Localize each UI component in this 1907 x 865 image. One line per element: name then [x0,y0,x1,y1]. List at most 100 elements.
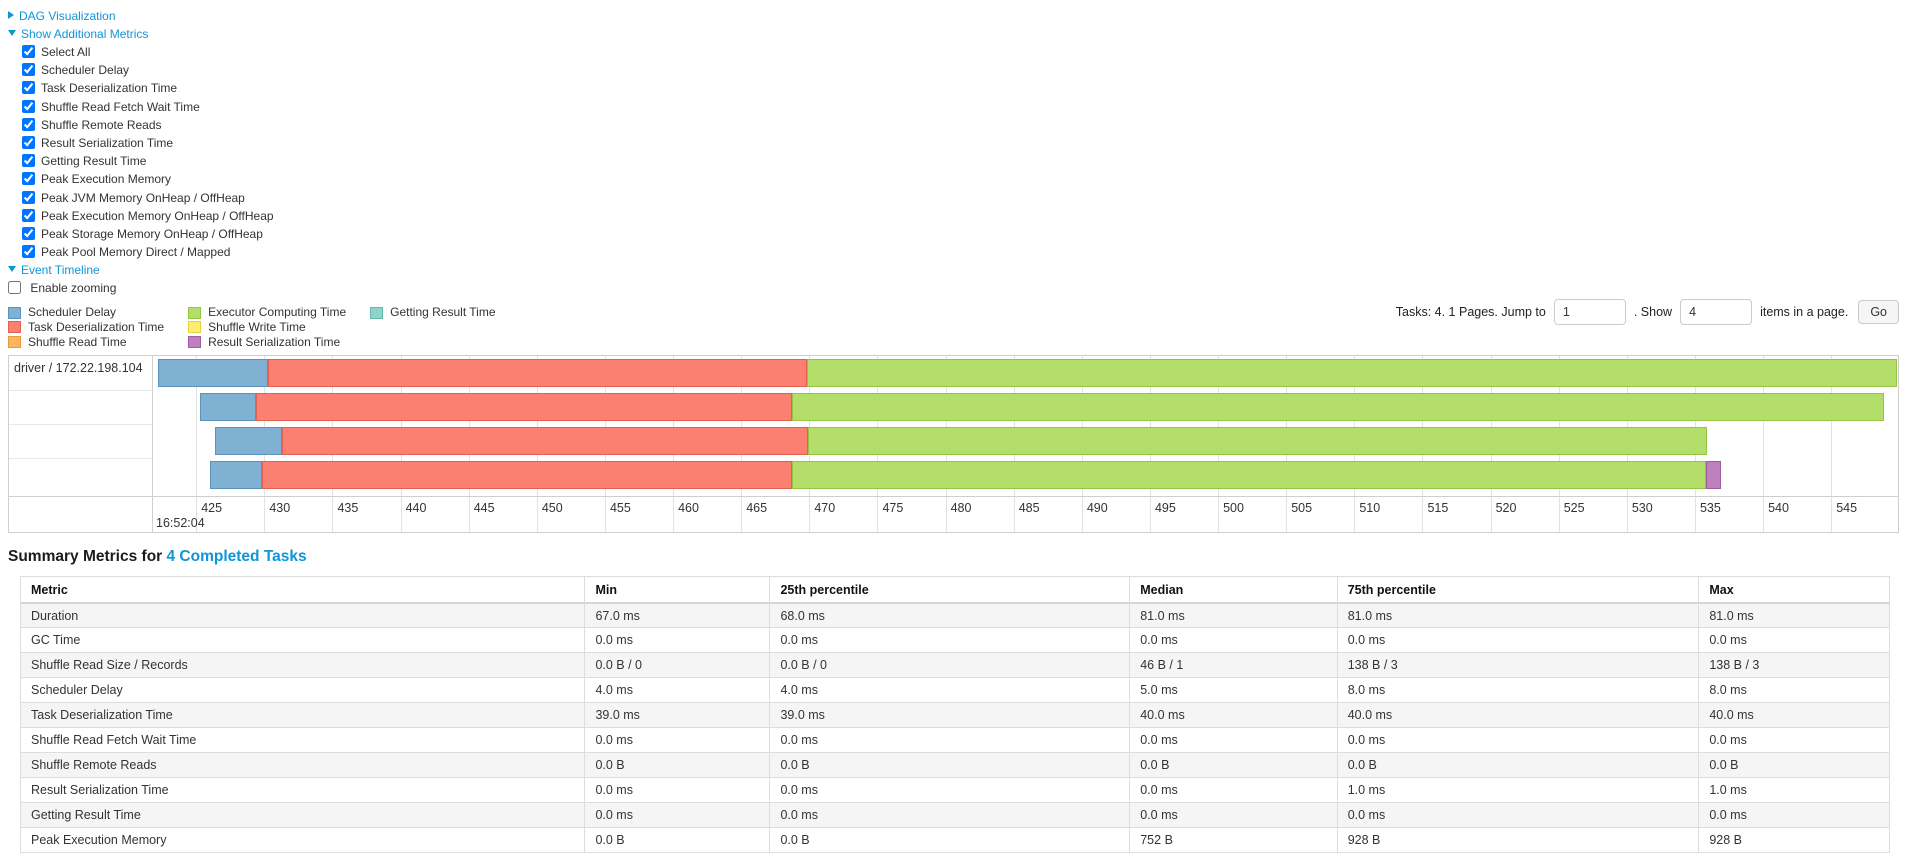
metric-checkbox-label: Peak Storage Memory OnHeap / OffHeap [41,227,263,242]
task-bar[interactable] [154,393,1898,422]
legend-item: Executor Computing Time [188,305,346,320]
toggle-dag-label: DAG Visualization [19,9,116,23]
metric-checkbox-item: Peak Storage Memory OnHeap / OffHeap [22,225,1899,243]
summary-metrics-title: Summary Metrics for 4 Completed Tasks [8,548,1899,566]
toggle-event-timeline-label: Event Timeline [21,263,100,278]
task-bar[interactable] [154,359,1898,388]
toggle-additional-metrics[interactable]: Show Additional Metrics [8,25,1899,43]
metric-checkbox-label: Peak Pool Memory Direct / Mapped [41,245,231,260]
toggle-event-timeline[interactable]: Event Timeline [8,261,1899,279]
metric-checkbox[interactable] [22,154,35,168]
metric-name-cell: Result Serialization Time [19,777,586,804]
legend-column: Scheduler Delay Task Deserialization Time… [8,305,164,349]
metric-name-cell: Scheduler Delay [19,677,586,704]
axis-tick-label: 520 [1495,501,1517,516]
metric-checkbox[interactable] [22,81,35,95]
axis-tick-label: 430 [269,501,291,516]
metric-checkbox-item: Getting Result Time [22,152,1899,170]
metric-checkbox[interactable] [22,227,35,241]
result-serialization-segment[interactable] [1705,461,1721,490]
event-timeline-chart[interactable]: driver / 172.22.198.104 425 16:52:04 430 43… [8,355,1899,534]
table-row: Task Deserialization Time 39.0 ms 39.0 ms 4… [19,702,1890,729]
scheduler-delay-swatch-icon [8,306,21,319]
task-bar[interactable] [154,427,1898,456]
table-row: Duration 67.0 ms 68.0 ms 81.0 ms 81.0 ms 81.0… [19,602,1890,629]
group-row-divider [9,424,152,426]
column-header[interactable]: 25th percentile [769,576,1131,604]
axis-gridline [1763,356,1765,533]
axis-tick-label: 515 [1427,501,1449,516]
task-deserialization-segment[interactable] [268,359,807,388]
metric-checkbox[interactable] [22,208,35,222]
metric-value-cell: 4.0 ms [584,677,771,704]
axis-tick-label: 435 [337,501,359,516]
metric-checkbox[interactable] [22,136,35,150]
executor-computing-segment[interactable] [791,393,1885,422]
metric-checkbox[interactable] [22,45,35,58]
metric-checkbox-label: Task Deserialization Time [41,81,178,96]
completed-tasks-link[interactable]: 4 Completed Tasks [166,548,307,566]
executor-computing-segment[interactable] [806,359,1897,388]
executor-computing-segment[interactable] [791,461,1706,490]
metric-checkbox-label: Result Serialization Time [41,136,174,151]
metric-value-cell: 0.0 ms [1698,727,1890,754]
column-header[interactable]: Min [584,576,771,604]
metric-value-cell: 4.0 ms [769,677,1131,704]
table-row: Scheduler Delay 4.0 ms 4.0 ms 5.0 ms 8.0 ms 8… [19,677,1890,704]
scheduler-delay-segment[interactable] [200,393,257,422]
table-row: Getting Result Time 0.0 ms 0.0 ms 0.0 ms 0.0… [19,802,1890,829]
metric-checkbox[interactable] [22,117,35,131]
legend-label: Executor Computing Time [208,305,347,320]
metric-checkbox-item: Peak JVM Memory OnHeap / OffHeap [22,189,1899,207]
toggle-dag-visualization[interactable]: DAG Visualization [8,7,1899,25]
metric-checkbox[interactable] [22,99,35,113]
enable-zooming-checkbox[interactable] [8,281,21,295]
metric-checkbox[interactable] [22,172,35,186]
metric-value-cell: 0.0 ms [1698,627,1890,654]
metric-checkbox-item: Shuffle Read Fetch Wait Time [22,98,1899,116]
metric-value-cell: 81.0 ms [1698,602,1890,629]
metric-value-cell: 0.0 ms [1129,802,1338,829]
metric-name-cell: Getting Result Time [19,802,586,829]
jump-to-page-input[interactable] [1553,299,1626,326]
metric-checkbox-label: Scheduler Delay [41,63,130,78]
executor-computing-segment[interactable] [808,427,1708,456]
metric-value-cell: 0.0 B [1129,752,1338,779]
axis-tick-label: 545 [1836,501,1858,516]
legend-label: Task Deserialization Time [28,320,165,335]
scheduler-delay-segment[interactable] [215,427,283,456]
metric-checkbox[interactable] [22,63,35,77]
go-button[interactable]: Go [1858,300,1899,325]
items-per-page-input[interactable] [1680,299,1753,326]
legend-item: Result Serialization Time [188,335,346,350]
task-deserialization-segment[interactable] [256,393,792,422]
column-header[interactable]: Max [1698,576,1890,604]
legend-label: Result Serialization Time [208,334,341,349]
metric-value-cell: 0.0 ms [1336,802,1700,829]
metric-value-cell: 67.0 ms [584,602,771,629]
metric-checkbox[interactable] [22,190,35,204]
task-deserialization-segment[interactable] [282,427,808,456]
metric-name-cell: GC Time [19,627,586,654]
column-header[interactable]: Metric [19,576,586,604]
metric-checkbox[interactable] [22,245,35,259]
metric-value-cell: 138 B / 3 [1336,652,1700,679]
table-row: Shuffle Remote Reads 0.0 B 0.0 B 0.0 B 0.0 B… [19,752,1890,779]
legend-column: Getting Result Time [370,305,496,349]
task-deserialization-segment[interactable] [261,461,792,490]
column-header[interactable]: Median [1129,576,1338,604]
legend-item: Scheduler Delay [8,305,164,320]
axis-tick-label: 425 [201,501,223,516]
shuffle-read-swatch-icon [8,335,21,348]
scheduler-delay-segment[interactable] [158,359,269,388]
column-header[interactable]: 75th percentile [1336,576,1700,604]
enable-zooming-row: Enable zooming [8,279,1899,297]
toggle-additional-metrics-label: Show Additional Metrics [21,27,149,41]
scheduler-delay-segment[interactable] [209,461,262,490]
table-row: Shuffle Read Size / Records 0.0 B / 0 0.0 … [19,652,1890,679]
metric-value-cell: 0.0 ms [584,802,771,829]
metric-value-cell: 0.0 ms [1129,727,1338,754]
metric-value-cell: 0.0 B [1336,752,1700,779]
metric-value-cell: 0.0 ms [1336,727,1700,754]
task-bar[interactable] [154,461,1898,490]
